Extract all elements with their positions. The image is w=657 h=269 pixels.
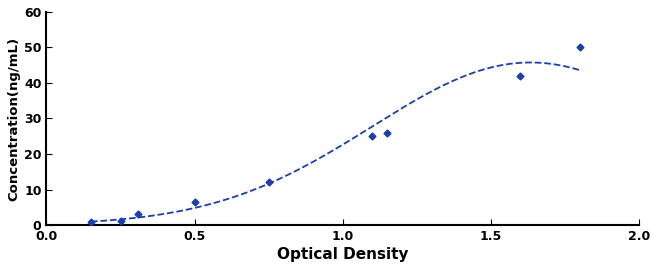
Y-axis label: Concentration(ng/mL): Concentration(ng/mL) <box>7 36 20 201</box>
X-axis label: Optical Density: Optical Density <box>277 247 409 262</box>
